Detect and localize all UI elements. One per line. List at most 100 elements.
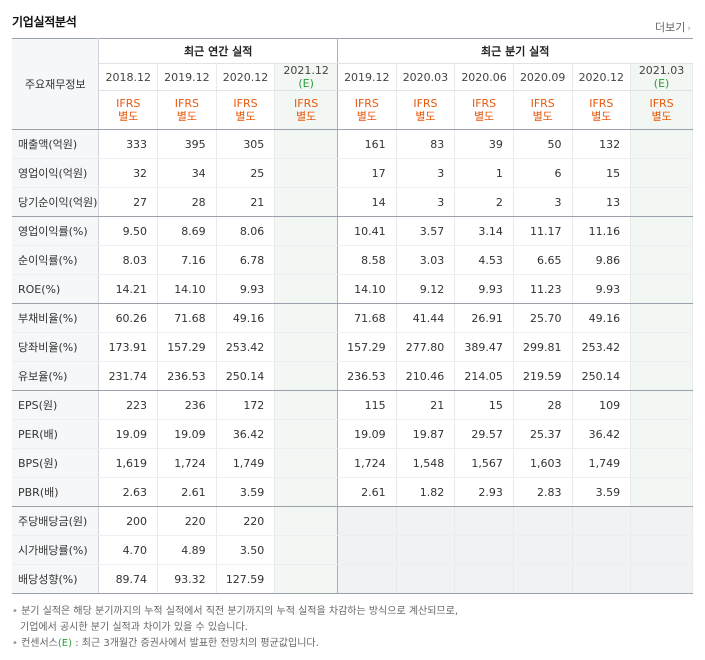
quarter-value xyxy=(396,506,456,536)
quarter-value xyxy=(630,332,693,362)
period-label: 2021.03 xyxy=(638,64,685,77)
quarter-value: 14 xyxy=(337,187,397,217)
footnote-1-text: 분기 실적은 해당 분기까지의 누적 실적에서 직전 분기까지의 누적 실적을 … xyxy=(21,606,459,617)
ifrs-label: IFRS xyxy=(649,97,674,110)
quarter-value: 3.14 xyxy=(454,216,514,246)
quarter-group-header: 최근 분기 실적 xyxy=(337,38,693,64)
table-row: 시가배당률(%) 4.70 4.89 3.50 xyxy=(12,535,693,565)
footnotes: • 분기 실적은 해당 분기까지의 누적 실적에서 직전 분기까지의 누적 실적… xyxy=(12,604,458,652)
header-row-label: 주요재무정보 xyxy=(12,38,100,130)
quarter-value: 109 xyxy=(572,390,632,420)
quarter-value: 83 xyxy=(396,129,456,159)
annual-value: 7.16 xyxy=(157,245,217,275)
annual-value xyxy=(274,158,338,188)
annual-value: 2.63 xyxy=(98,477,159,507)
quarter-value: 161 xyxy=(337,129,397,159)
period-header: 2020.03 xyxy=(396,63,456,91)
annual-value: 9.93 xyxy=(216,274,276,304)
quarter-value xyxy=(630,274,693,304)
financial-table: 주요재무정보 최근 연간 실적 최근 분기 실적 2018.12 2019.12 2… xyxy=(12,38,693,594)
quarter-value: 11.17 xyxy=(513,216,573,246)
quarter-value: 157.29 xyxy=(337,332,397,362)
footnote-1: • 분기 실적은 해당 분기까지의 누적 실적에서 직전 분기까지의 누적 실적… xyxy=(12,604,458,620)
row-label: 영업이익(억원) xyxy=(12,158,100,188)
ifrs-badge: IFRS 별도 xyxy=(630,90,693,130)
row-label: PBR(배) xyxy=(12,477,100,507)
annual-value: 19.09 xyxy=(157,419,217,449)
quarter-value xyxy=(630,448,693,478)
ifrs-label: 별도 xyxy=(591,110,612,123)
ifrs-badge: IFRS 별도 xyxy=(513,90,573,130)
estimate-mark: (E) xyxy=(298,77,314,90)
quarter-value: 253.42 xyxy=(572,332,632,362)
table-row: 부채비율(%) 60.26 71.68 49.16 71.68 41.44 26.91 25.… xyxy=(12,303,693,333)
quarter-value: 1,749 xyxy=(572,448,632,478)
annual-value: 25 xyxy=(216,158,276,188)
table-row: 주당배당금(원) 200 220 220 xyxy=(12,506,693,536)
ifrs-label: 별도 xyxy=(176,110,197,123)
annual-value: 157.29 xyxy=(157,332,217,362)
annual-value: 8.06 xyxy=(216,216,276,246)
table-row: 순이익률(%) 8.03 7.16 6.78 8.58 3.03 4.53 6.65 9.86 xyxy=(12,245,693,275)
quarter-value: 3.57 xyxy=(396,216,456,246)
annual-value: 250.14 xyxy=(216,361,276,391)
table-row: 당기순이익(억원) 27 28 21 14 3 2 3 13 xyxy=(12,187,693,217)
period-header: 2020.06 xyxy=(454,63,514,91)
quarter-value: 25.70 xyxy=(513,303,573,333)
estimate-mark: (E) xyxy=(653,77,670,90)
annual-value: 89.74 xyxy=(98,564,159,594)
quarter-value: 3 xyxy=(396,158,456,188)
row-label: EPS(원) xyxy=(12,390,100,420)
annual-value: 9.50 xyxy=(98,216,159,246)
quarter-value: 9.93 xyxy=(454,274,514,304)
annual-value: 333 xyxy=(98,129,159,159)
annual-value: 1,619 xyxy=(98,448,159,478)
chevron-right-icon: › xyxy=(687,24,691,34)
quarter-value: 9.93 xyxy=(572,274,632,304)
period-label: 2019.12 xyxy=(344,70,390,84)
ifrs-badge: IFRS 별도 xyxy=(98,90,159,130)
quarter-value: 6.65 xyxy=(513,245,573,275)
quarter-value: 4.53 xyxy=(454,245,514,275)
period-label: 2020.12 xyxy=(578,70,625,84)
annual-value xyxy=(274,477,338,507)
annual-value: 32 xyxy=(98,158,159,188)
annual-value: 36.42 xyxy=(216,419,276,449)
period-label: 2020.12 xyxy=(222,70,269,84)
quarter-value xyxy=(630,245,693,275)
ifrs-badge: IFRS 별도 xyxy=(454,90,514,130)
quarter-value: 2.83 xyxy=(513,477,573,507)
annual-value: 49.16 xyxy=(216,303,276,333)
quarter-value xyxy=(630,158,693,188)
table-row: EPS(원) 223 236 172 115 21 15 28 109 xyxy=(12,390,693,420)
table-row: 매출액(억원) 333 395 305 161 83 39 50 132 xyxy=(12,129,693,159)
quarter-value: 15 xyxy=(572,158,632,188)
quarter-value: 1,603 xyxy=(513,448,573,478)
annual-value xyxy=(274,187,338,217)
quarter-value: 49.16 xyxy=(572,303,632,333)
quarter-value: 236.53 xyxy=(337,361,397,391)
quarter-value: 389.47 xyxy=(454,332,514,362)
ifrs-label: 별도 xyxy=(473,110,495,123)
period-header: 2020.12 xyxy=(572,63,632,91)
annual-value: 27 xyxy=(98,187,159,217)
annual-value: 6.78 xyxy=(216,245,276,275)
table-row: PER(배) 19.09 19.09 36.42 19.09 19.87 29.57 25.3… xyxy=(12,419,693,449)
table-row: 배당성향(%) 89.74 93.32 127.59 xyxy=(12,564,693,594)
period-label: 2020.03 xyxy=(402,70,449,84)
quarter-value: 39 xyxy=(454,129,514,159)
quarter-value xyxy=(337,506,397,536)
quarter-value: 132 xyxy=(572,129,632,159)
quarter-value xyxy=(630,477,693,507)
annual-value: 3.50 xyxy=(216,535,276,565)
table-row: 유보율(%) 231.74 236.53 250.14 236.53 210.46 214.… xyxy=(12,361,693,391)
quarter-value xyxy=(630,535,693,565)
table-row: ROE(%) 14.21 14.10 9.93 14.10 9.12 9.93 11.23 9.… xyxy=(12,274,693,304)
ifrs-label: IFRS xyxy=(116,97,141,110)
ifrs-label: IFRS xyxy=(294,97,319,110)
more-link[interactable]: 더보기 › xyxy=(655,19,691,35)
ifrs-label: IFRS xyxy=(233,97,258,110)
ifrs-label: IFRS xyxy=(413,97,438,110)
annual-value xyxy=(274,129,338,159)
more-label: 더보기 xyxy=(655,21,686,34)
